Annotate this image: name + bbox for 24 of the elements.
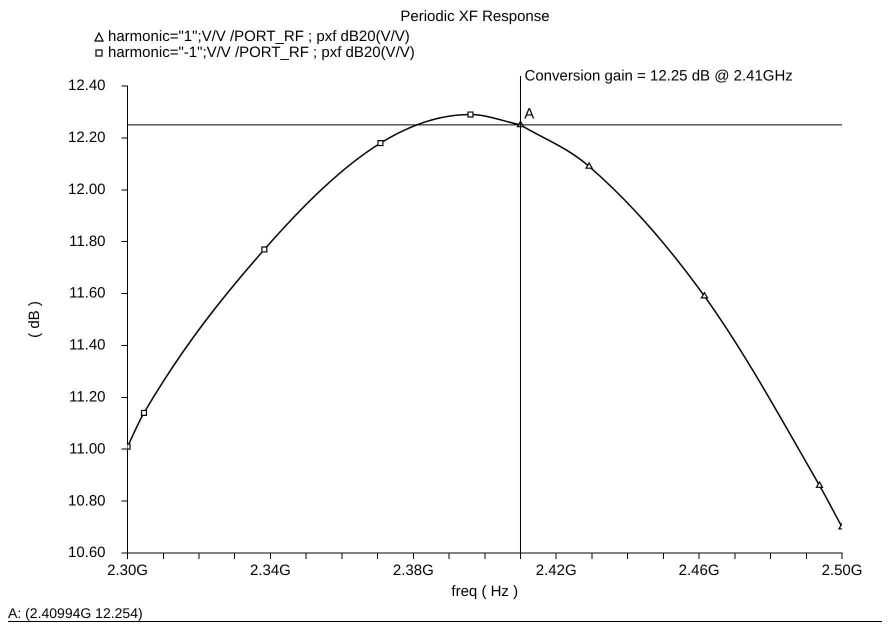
x-tick-label: 2.34G [250, 562, 291, 580]
y-tick-label: 11.60 [69, 284, 106, 302]
y-tick-label: 11.80 [69, 232, 106, 250]
y-tick-label: 12.40 [68, 77, 106, 94]
legend-label: harmonic="-1";V/V /PORT_RF ; pxf dB20(V/V) [108, 44, 415, 61]
annotation: Conversion gain = 12.25 dB @ 2.41GHz [524, 68, 793, 85]
annotation: A [524, 106, 534, 123]
y-tick-label: 12.20 [68, 129, 106, 146]
y-tick-label: 10.80 [68, 492, 106, 510]
y-tick-label: 11.20 [69, 388, 106, 406]
x-tick-label: 2.50G [822, 562, 862, 580]
y-axis-title: ( dB ) [26, 301, 44, 338]
y-tick-label: 12.00 [68, 180, 106, 198]
chart-title: Periodic XF Response [399, 8, 551, 25]
legend-label: harmonic="1";V/V /PORT_RF ; pxf dB20(V/V) [108, 28, 410, 45]
x-tick-label: 2.38G [392, 562, 434, 580]
x-tick-label: 2.30G [107, 562, 148, 580]
y-tick-label: 11.00 [69, 440, 106, 458]
y-tick-label: 11.40 [69, 336, 106, 354]
x-tick-label: 2.46G [678, 562, 720, 580]
x-axis-title: freq ( Hz ) [451, 583, 518, 600]
y-tick-label: 10.60 [68, 544, 106, 562]
text: A: (2.40994G 12.254) [8, 601, 882, 622]
x-tick-label: 2.42G [536, 562, 577, 580]
